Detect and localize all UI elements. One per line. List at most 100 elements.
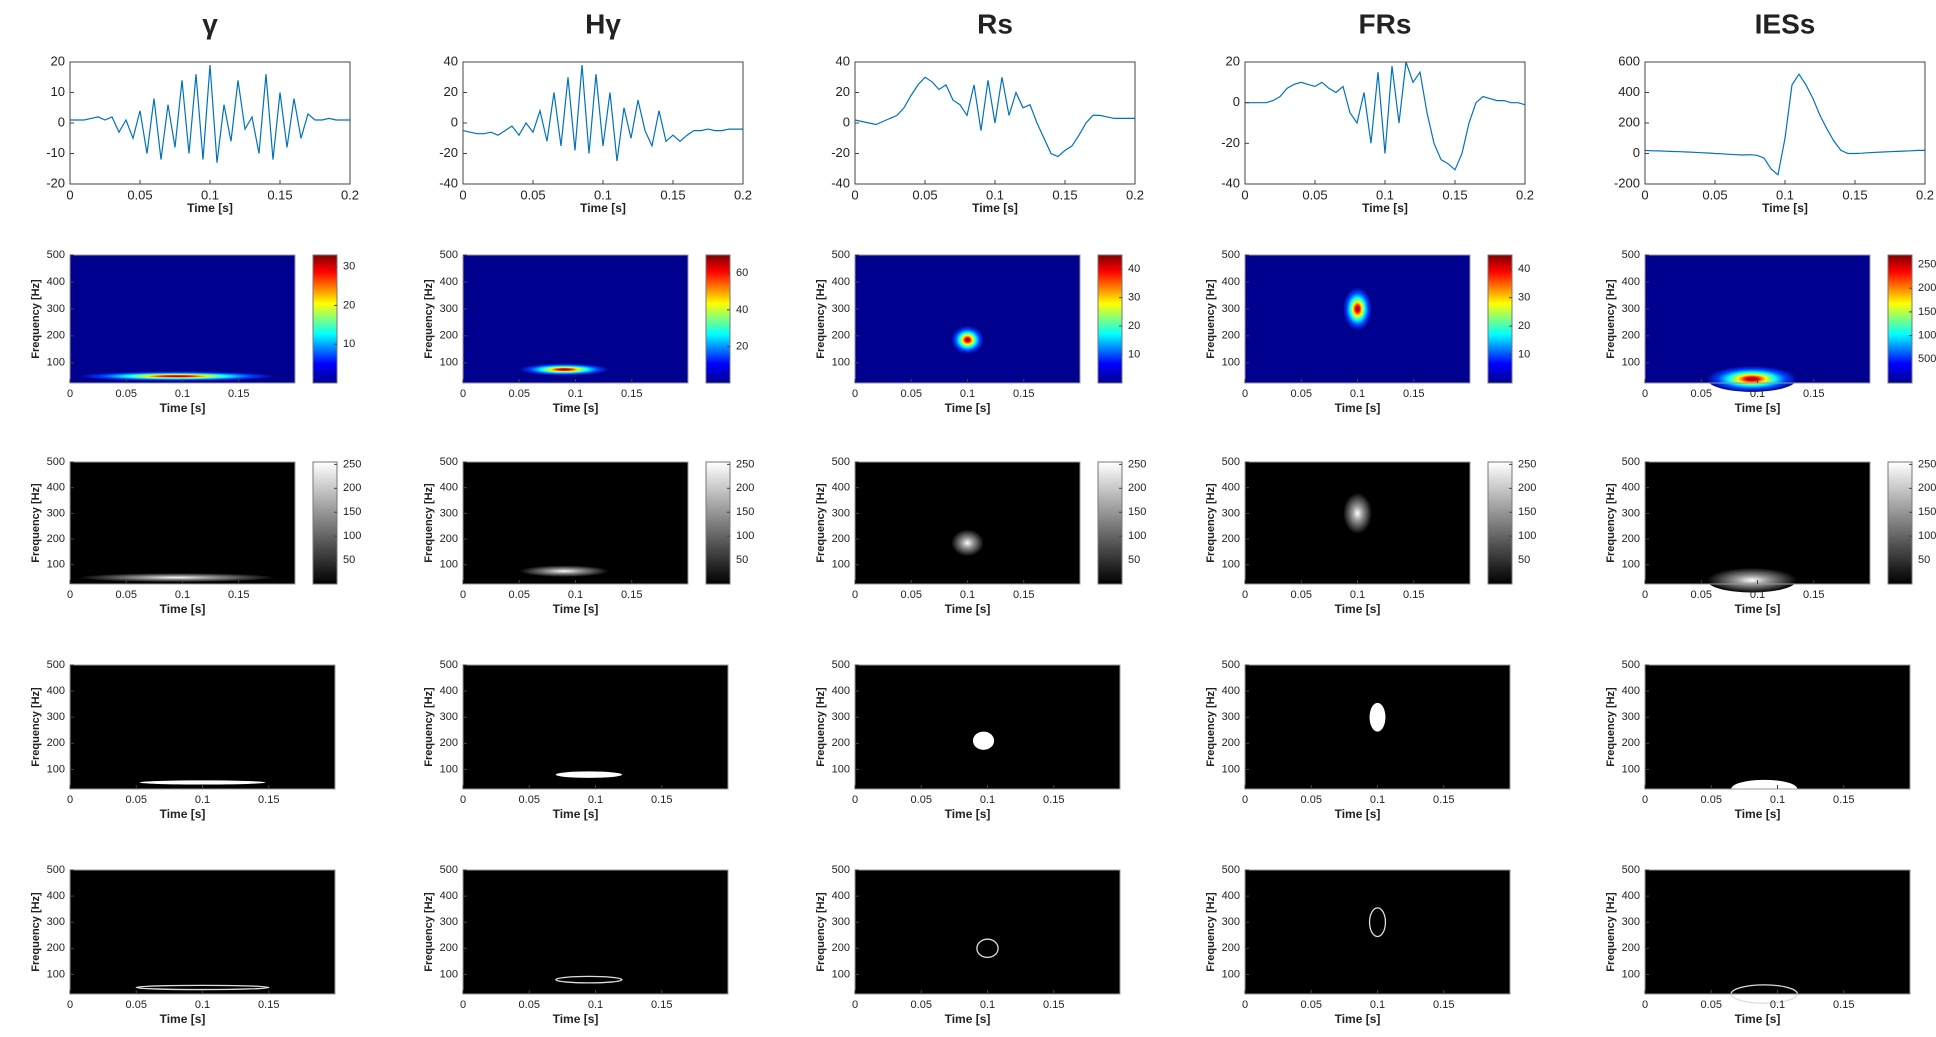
y-axis-label: Frequency [Hz] bbox=[1205, 687, 1217, 767]
x-tick-label: 0 bbox=[852, 999, 858, 1011]
y-tick-label: 200 bbox=[1622, 330, 1640, 342]
x-tick-label: 0.15 bbox=[1433, 794, 1454, 806]
colorbar-tick-label: 20 bbox=[1128, 320, 1140, 332]
y-tick-label: 200 bbox=[47, 737, 65, 749]
event-blob bbox=[1343, 492, 1372, 534]
x-axis-label: Time [s] bbox=[945, 602, 991, 616]
y-tick-label: 100 bbox=[440, 763, 458, 775]
x-axis-label: Time [s] bbox=[945, 1012, 991, 1026]
event-contour bbox=[1368, 907, 1387, 938]
x-tick-label: 0.15 bbox=[621, 388, 642, 400]
x-tick-label: 0 bbox=[1642, 794, 1648, 806]
x-tick-label: 0.05 bbox=[901, 589, 922, 601]
y-tick-label: 200 bbox=[440, 533, 458, 545]
x-tick-label: 0 bbox=[460, 589, 466, 601]
column-title: FRs bbox=[1359, 8, 1412, 39]
x-tick-label: 0.15 bbox=[1803, 388, 1824, 400]
y-tick-label: 100 bbox=[1222, 968, 1240, 980]
x-tick-label: 0.15 bbox=[1833, 999, 1854, 1011]
colorbar-tick-label: 40 bbox=[736, 304, 748, 316]
colorbar-tick-label: 150 bbox=[1918, 506, 1936, 518]
y-tick-label: 200 bbox=[440, 330, 458, 342]
y-tick-label: 40 bbox=[444, 53, 458, 68]
y-tick-label: 500 bbox=[1622, 456, 1640, 468]
x-axis-label: Time [s] bbox=[1735, 401, 1781, 415]
y-tick-label: 0 bbox=[843, 114, 850, 129]
x-tick-label: 0.05 bbox=[912, 187, 937, 202]
y-tick-label: 500 bbox=[832, 456, 850, 468]
plot-background bbox=[70, 665, 335, 789]
y-tick-label: 400 bbox=[1622, 890, 1640, 902]
x-tick-label: 0 bbox=[1642, 589, 1648, 601]
y-tick-label: -40 bbox=[1221, 175, 1240, 190]
x-axis-label: Time [s] bbox=[187, 201, 233, 215]
y-tick-label: 400 bbox=[1222, 685, 1240, 697]
colorbar-tick-label: 50 bbox=[736, 554, 748, 566]
colorbar-tick-label: 100 bbox=[736, 530, 754, 542]
plot-background bbox=[463, 665, 728, 789]
x-tick-label: 0.15 bbox=[1013, 388, 1034, 400]
event-mask bbox=[555, 771, 622, 778]
y-tick-label: 100 bbox=[47, 559, 65, 571]
column-title: Rs bbox=[977, 8, 1013, 39]
x-tick-label: 0.15 bbox=[1403, 589, 1424, 601]
y-axis-label: Frequency [Hz] bbox=[1605, 483, 1617, 563]
x-tick-label: 0.05 bbox=[116, 589, 137, 601]
x-tick-label: 0.1 bbox=[175, 589, 190, 601]
y-tick-label: 0 bbox=[1633, 145, 1640, 160]
x-tick-label: 0 bbox=[67, 999, 73, 1011]
x-tick-label: 0.05 bbox=[1301, 794, 1322, 806]
y-tick-label: 0 bbox=[451, 114, 458, 129]
x-tick-label: 0.1 bbox=[1750, 388, 1765, 400]
y-tick-label: 500 bbox=[1222, 864, 1240, 876]
colorbar bbox=[1487, 461, 1513, 585]
x-axis-label: Time [s] bbox=[1762, 201, 1808, 215]
x-tick-label: 0.05 bbox=[509, 388, 530, 400]
colorbar-tick-label: 10 bbox=[343, 338, 355, 350]
y-tick-label: 10 bbox=[51, 84, 65, 99]
x-tick-label: 0.05 bbox=[911, 794, 932, 806]
y-tick-label: 100 bbox=[440, 968, 458, 980]
y-tick-label: 20 bbox=[836, 84, 850, 99]
y-tick-label: 500 bbox=[1622, 249, 1640, 261]
x-tick-label: 0.15 bbox=[1013, 589, 1034, 601]
y-tick-label: 400 bbox=[832, 685, 850, 697]
y-tick-label: 200 bbox=[832, 330, 850, 342]
x-tick-label: 0.05 bbox=[1702, 187, 1727, 202]
x-axis-label: Time [s] bbox=[1335, 1012, 1381, 1026]
colorbar-tick-label: 250 bbox=[1918, 458, 1936, 470]
colorbar bbox=[1487, 254, 1513, 384]
colorbar-tick-label: 200 bbox=[1128, 482, 1146, 494]
colorbar-tick-label: 200 bbox=[343, 482, 361, 494]
y-tick-label: -20 bbox=[439, 145, 458, 160]
y-tick-label: 300 bbox=[1622, 711, 1640, 723]
x-tick-label: 0.15 bbox=[267, 187, 292, 202]
colorbar bbox=[312, 461, 338, 585]
signal-line bbox=[70, 64, 350, 163]
x-tick-label: 0.2 bbox=[1126, 187, 1144, 202]
y-tick-label: 0 bbox=[58, 114, 65, 129]
x-tick-label: 0 bbox=[67, 388, 73, 400]
plot-background bbox=[1245, 870, 1510, 994]
event-contour bbox=[135, 984, 270, 991]
x-axis-label: Time [s] bbox=[1735, 807, 1781, 821]
y-tick-label: 100 bbox=[832, 357, 850, 369]
x-axis-label: Time [s] bbox=[972, 201, 1018, 215]
y-tick-label: 200 bbox=[1222, 533, 1240, 545]
plot-background bbox=[855, 870, 1120, 994]
x-tick-label: 0.15 bbox=[1052, 187, 1077, 202]
colorbar-tick-label: 20 bbox=[1518, 320, 1530, 332]
y-tick-label: 100 bbox=[832, 763, 850, 775]
event-contour bbox=[555, 975, 623, 984]
y-tick-label: 200 bbox=[1622, 737, 1640, 749]
y-tick-label: 300 bbox=[47, 916, 65, 928]
y-axis-label: Frequency [Hz] bbox=[1605, 687, 1617, 767]
x-tick-label: 0.1 bbox=[588, 794, 603, 806]
y-tick-label: 100 bbox=[47, 968, 65, 980]
y-tick-label: 100 bbox=[440, 559, 458, 571]
y-tick-label: 200 bbox=[1222, 330, 1240, 342]
event-mask bbox=[139, 780, 266, 785]
x-tick-label: 0.15 bbox=[1442, 187, 1467, 202]
